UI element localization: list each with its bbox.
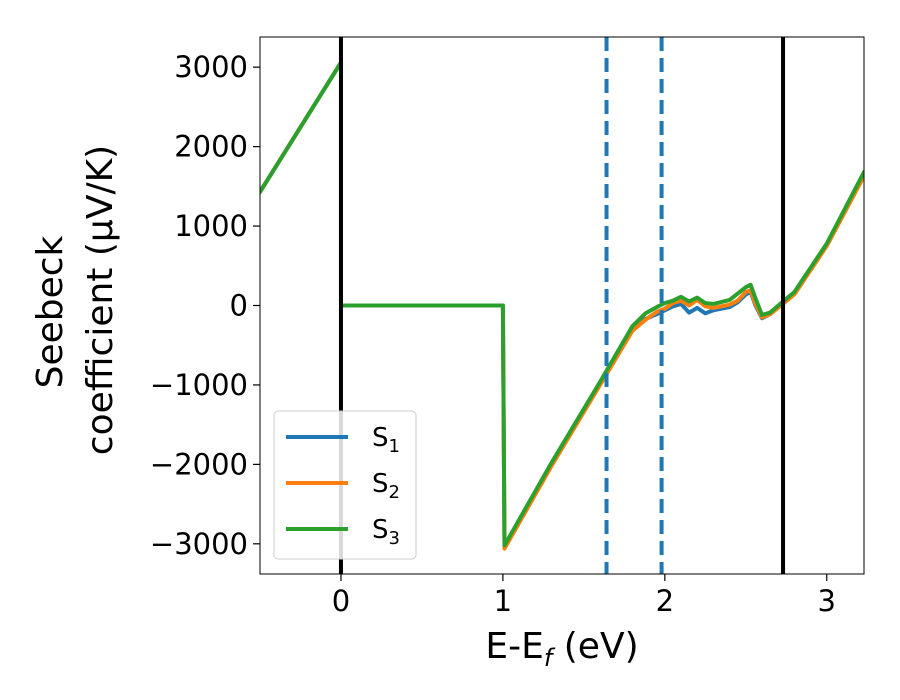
x-axis-label-main: E-E bbox=[485, 626, 543, 667]
x-tick-label: 1 bbox=[494, 584, 512, 618]
y-axis: −3000 −2000 −1000 0 1000 2000 3000 bbox=[150, 50, 260, 561]
legend-label-s2: S2 bbox=[372, 469, 400, 503]
x-axis-label-tail: (eV) bbox=[552, 626, 638, 667]
legend-label-s1: S1 bbox=[372, 423, 400, 457]
y-tick-label: −2000 bbox=[150, 447, 248, 481]
y-tick-label: −3000 bbox=[150, 527, 248, 561]
legend: S1 S2 S3 bbox=[273, 410, 417, 560]
series-line-s3 bbox=[260, 60, 864, 548]
x-axis-label: E-Ef (eV) bbox=[485, 626, 638, 672]
x-tick-label: 0 bbox=[332, 584, 350, 618]
y-tick-label: 0 bbox=[230, 289, 248, 323]
y-axis-label-line1: Seebeck bbox=[30, 235, 71, 388]
series-layer bbox=[260, 60, 864, 551]
y-axis-label-line2: coefficient (μV/K) bbox=[80, 145, 121, 455]
y-tick-label: −1000 bbox=[150, 368, 248, 402]
y-tick-label: 3000 bbox=[174, 50, 248, 84]
x-axis: 0 1 2 3 bbox=[332, 574, 836, 618]
legend-label-s3: S3 bbox=[372, 515, 400, 549]
x-tick-label: 3 bbox=[818, 584, 836, 618]
x-tick-label: 2 bbox=[656, 584, 674, 618]
y-tick-label: 1000 bbox=[174, 209, 248, 243]
y-tick-label: 2000 bbox=[174, 130, 248, 164]
